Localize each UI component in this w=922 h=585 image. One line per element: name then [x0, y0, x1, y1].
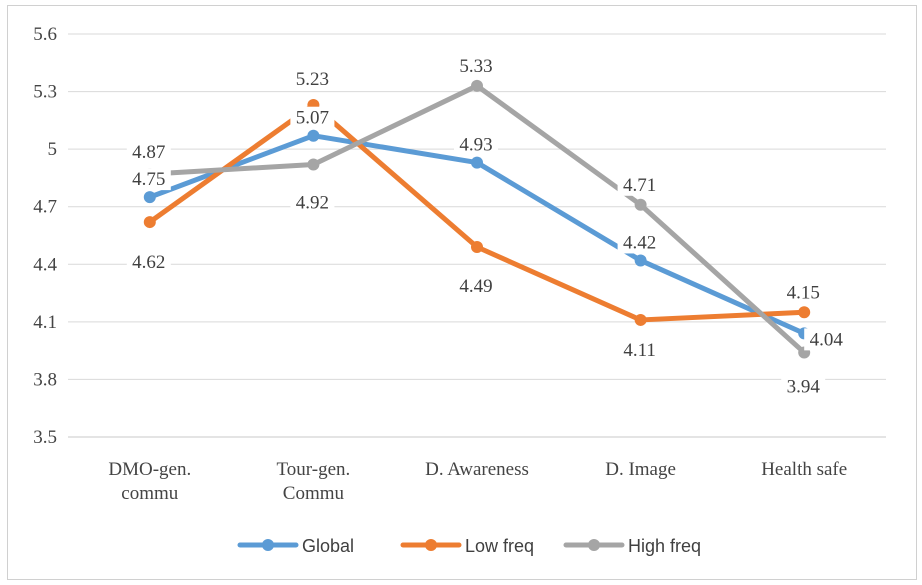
legend-label: High freq	[628, 536, 701, 556]
legend-marker	[262, 539, 274, 551]
x-tick-label: Health safe	[761, 459, 847, 480]
data-label-bg	[454, 275, 498, 298]
data-point	[634, 254, 647, 267]
series-global	[143, 129, 811, 340]
y-tick-label: 5.6	[33, 24, 57, 45]
legend-label: Low freq	[465, 536, 534, 556]
data-label-bg	[617, 173, 662, 196]
data-point	[471, 241, 483, 254]
data-point	[471, 156, 483, 169]
y-tick-label: 3.5	[33, 427, 57, 448]
data-point	[143, 216, 156, 229]
data-label-bg	[454, 54, 498, 77]
data-label: 5.33	[459, 56, 492, 77]
y-tick-label: 3.8	[33, 369, 57, 390]
x-tick-label: D. Image	[605, 459, 676, 480]
x-tick-label: DMO-gen.	[108, 459, 191, 480]
data-label: 4.87	[132, 142, 165, 163]
data-label: 4.75	[132, 169, 165, 190]
data-label: 5.23	[296, 69, 329, 90]
data-point	[307, 158, 320, 171]
y-tick-label: 4.7	[33, 197, 57, 218]
data-label-bg	[781, 281, 826, 304]
data-point	[798, 306, 811, 319]
legend-label: Global	[302, 536, 354, 556]
x-tick-label: D. Awareness	[425, 459, 529, 480]
y-tick-label: 5.3	[33, 82, 57, 103]
data-point	[143, 191, 156, 204]
data-label: 4.62	[132, 252, 165, 273]
series-low-freq	[143, 99, 811, 326]
x-tick-label: Tour-gen.	[277, 459, 351, 480]
data-label: 4.04	[810, 329, 844, 350]
y-tick-label: 4.1	[33, 312, 57, 333]
data-label: 5.07	[296, 108, 329, 129]
legend-marker	[588, 539, 600, 551]
data-label-bg	[290, 68, 335, 91]
series-line	[147, 83, 807, 356]
x-tick-label: commu	[121, 483, 178, 504]
legend: Global Low freq High freq	[237, 536, 701, 556]
data-point	[634, 313, 647, 326]
data-point	[634, 198, 647, 211]
legend-marker	[425, 539, 437, 551]
x-tick-label: Commu	[283, 483, 345, 504]
grid	[68, 33, 886, 438]
data-label-bg	[126, 141, 171, 164]
data-label-bg	[617, 338, 662, 361]
data-label: 4.15	[787, 282, 820, 303]
data-label: 4.93	[459, 135, 492, 156]
data-point	[471, 79, 483, 92]
data-label: 4.49	[459, 276, 492, 297]
data-label-bg	[126, 251, 171, 274]
data-labels: 4.75 5.07 4.93 4.42 4.04 4.62 5.23 4.49 4.11 4.15…	[126, 54, 849, 398]
y-tick-label: 4.4	[33, 254, 57, 275]
data-label-bg	[781, 375, 826, 398]
data-label: 4.71	[623, 175, 656, 196]
data-label-bg	[617, 231, 662, 254]
data-label: 3.94	[787, 377, 821, 398]
data-label-bg	[804, 328, 849, 351]
y-tick-label: 5	[48, 139, 58, 160]
data-label: 4.42	[623, 232, 656, 253]
data-label-bg	[290, 106, 335, 129]
data-point	[307, 129, 320, 142]
data-label: 4.11	[623, 340, 656, 361]
data-label-bg	[290, 191, 335, 214]
data-label-bg	[126, 168, 171, 191]
data-label-bg	[454, 133, 498, 156]
data-label: 4.92	[296, 192, 329, 213]
